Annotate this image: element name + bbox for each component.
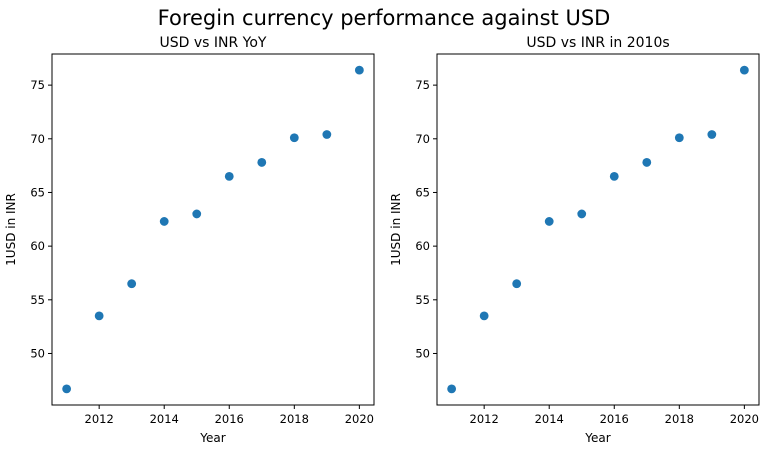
y-tick-label-left-75: 75: [30, 78, 45, 92]
data-point-left-2019: [322, 130, 332, 139]
chart-title-left: USD vs INR YoY: [160, 35, 267, 51]
x-tick-label-left-2018: 2018: [280, 412, 309, 426]
y-tick-label-right-65: 65: [415, 185, 430, 199]
data-point-right-2016: [609, 171, 619, 181]
data-point-right-2020: [739, 65, 749, 75]
y-tick-label-right-55: 55: [415, 293, 430, 307]
chart-panel-right: USD vs INR in 2010s 2012 2014 2016 2018 2020 5…: [389, 35, 760, 445]
data-point-left-2018: [289, 133, 299, 143]
x-tick-label-left-2014: 2014: [150, 412, 179, 426]
data-point-right-2012: [479, 311, 489, 321]
data-point-left-2013: [127, 279, 137, 289]
axes-frame-left: [51, 53, 375, 406]
x-tick-label-left-2020: 2020: [345, 412, 374, 426]
data-point-left-2011: [62, 384, 72, 394]
data-point-left-2015: [192, 209, 202, 219]
figure-suptitle: Foregin currency performance against USD: [157, 6, 611, 30]
data-point-right-2014: [544, 217, 554, 226]
x-tick-label-left-2016: 2016: [215, 412, 244, 426]
y-tick-label-right-50: 50: [415, 346, 430, 360]
data-point-left-2016: [224, 171, 234, 181]
x-tick-label-left-2012: 2012: [85, 412, 114, 426]
data-point-left-2020: [354, 65, 364, 75]
data-point-left-2017: [257, 158, 267, 167]
x-axis-label-right: Year: [584, 431, 610, 445]
x-axis-label-left: Year: [199, 431, 225, 445]
data-point-right-2015: [577, 209, 587, 219]
y-axis-label-right: 1USD in INR: [389, 193, 403, 266]
y-tick-label-left-50: 50: [30, 346, 45, 360]
axes-frame-right: [436, 53, 760, 406]
data-point-left-2014: [159, 217, 169, 226]
y-axis-label-left: 1USD in INR: [4, 193, 18, 266]
x-tick-label-right-2020: 2020: [730, 412, 759, 426]
data-point-left-2012: [94, 311, 104, 321]
y-tick-label-left-65: 65: [30, 185, 45, 199]
data-point-right-2013: [512, 279, 522, 289]
data-point-right-2017: [642, 158, 652, 167]
data-point-right-2011: [447, 384, 457, 394]
y-tick-label-right-70: 70: [415, 132, 430, 146]
chart-title-right: USD vs INR in 2010s: [526, 35, 669, 51]
x-tick-label-right-2014: 2014: [535, 412, 564, 426]
y-tick-label-right-75: 75: [415, 78, 430, 92]
y-tick-label-left-55: 55: [30, 293, 45, 307]
y-tick-label-left-70: 70: [30, 132, 45, 146]
y-tick-label-left-60: 60: [30, 239, 45, 253]
x-tick-label-right-2012: 2012: [470, 412, 499, 426]
x-tick-label-right-2016: 2016: [600, 412, 629, 426]
chart-panel-left: USD vs INR YoY 2012 2014 2016 2018 2020 50 55 60…: [4, 35, 375, 445]
x-tick-label-right-2018: 2018: [665, 412, 694, 426]
y-tick-label-right-60: 60: [415, 239, 430, 253]
data-point-right-2019: [707, 130, 717, 139]
data-point-right-2018: [674, 133, 684, 143]
